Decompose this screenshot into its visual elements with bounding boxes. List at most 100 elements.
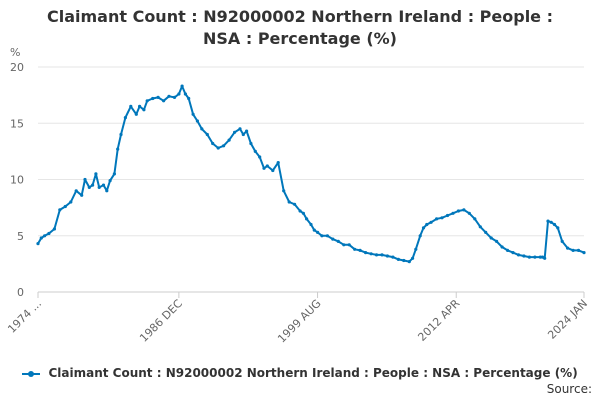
data-point [142, 108, 146, 112]
data-point [276, 161, 280, 165]
x-tick-label-0: 1974 ... [5, 297, 44, 336]
data-point [216, 146, 220, 150]
data-point [435, 217, 439, 221]
data-point [69, 200, 73, 204]
chart-title: Claimant Count : N92000002 Northern Irel… [0, 6, 600, 50]
data-point [172, 95, 177, 99]
data-point [298, 209, 302, 213]
data-point [293, 202, 297, 206]
data-point [211, 141, 215, 146]
data-point [205, 132, 209, 137]
data-point [138, 104, 142, 108]
data-point [556, 226, 560, 230]
data-point [105, 189, 109, 193]
data-point [364, 251, 368, 255]
data-point [527, 255, 532, 259]
data-point [576, 248, 581, 252]
data-point [571, 248, 575, 252]
data-point [411, 256, 415, 260]
data-point [500, 245, 504, 249]
data-point [342, 243, 346, 247]
data-point [222, 144, 226, 148]
data-point [369, 252, 373, 256]
legend[interactable]: Claimant Count : N92000002 Northern Irel… [0, 366, 600, 380]
data-point [249, 141, 253, 146]
data-point [238, 127, 242, 131]
data-point [407, 260, 411, 264]
data-point [391, 255, 395, 259]
data-point [380, 253, 384, 257]
data-point [305, 217, 309, 221]
data-point [495, 239, 499, 243]
data-point [287, 200, 291, 204]
data-point [101, 183, 106, 187]
data-point [83, 177, 87, 182]
data-point [336, 239, 340, 243]
data-point [191, 112, 195, 116]
data-point [325, 234, 329, 238]
data-point [112, 172, 116, 176]
data-point [108, 179, 112, 183]
x-tick-label-1: 1986 DEC [137, 297, 185, 345]
data-point [43, 234, 47, 238]
legend-series-marker-icon [22, 369, 41, 379]
data-point [484, 230, 488, 234]
data-point [39, 236, 43, 240]
data-point [195, 119, 199, 123]
series-line-0 [37, 85, 585, 263]
data-point [546, 219, 550, 223]
data-point [47, 231, 51, 236]
chart-title-line-1: Claimant Count : N92000002 Northern Irel… [46, 7, 553, 26]
data-point [177, 92, 181, 96]
data-point [374, 253, 379, 257]
data-point [58, 208, 62, 212]
x-tick-label-3: 2012 APR [415, 297, 462, 344]
y-tick-label-4: 20 [10, 61, 24, 74]
data-point [451, 211, 455, 215]
data-point [241, 132, 245, 137]
data-point [63, 204, 67, 209]
data-point [418, 234, 422, 238]
data-point [316, 230, 320, 234]
data-point [506, 248, 510, 252]
data-point [187, 96, 191, 101]
data-point [462, 208, 466, 212]
data-point [516, 253, 521, 257]
data-point [353, 247, 357, 251]
data-point [421, 226, 426, 230]
data-point [97, 185, 101, 189]
data-point [385, 254, 389, 258]
data-point [180, 84, 184, 88]
data-point [467, 211, 471, 215]
data-point [312, 228, 316, 232]
data-point [227, 138, 231, 142]
data-point [543, 256, 547, 260]
data-point [301, 211, 305, 215]
data-point [145, 99, 149, 103]
data-point [552, 222, 557, 227]
data-point [134, 112, 138, 116]
legend-series-label: Claimant Count : N92000002 Northern Irel… [48, 366, 578, 380]
data-point [74, 189, 78, 193]
data-point [162, 99, 166, 103]
data-point [331, 237, 335, 241]
data-point [183, 92, 187, 96]
data-point [119, 132, 123, 137]
data-point [129, 104, 133, 108]
data-point [414, 247, 418, 251]
data-point [282, 189, 286, 193]
y-axis-label: % [10, 46, 20, 59]
data-point [258, 155, 262, 159]
data-point [123, 116, 127, 120]
data-point [489, 236, 493, 240]
y-tick-label-1: 5 [17, 230, 24, 243]
data-point [358, 248, 362, 252]
data-point [320, 234, 324, 238]
data-point [87, 185, 91, 189]
x-tick-label-4: 2024 JAN [545, 297, 590, 342]
data-point [253, 149, 257, 153]
data-point [36, 242, 40, 246]
x-tick-label-2: 1999 AUG [275, 297, 324, 346]
data-point [80, 193, 84, 197]
data-point [233, 130, 237, 134]
